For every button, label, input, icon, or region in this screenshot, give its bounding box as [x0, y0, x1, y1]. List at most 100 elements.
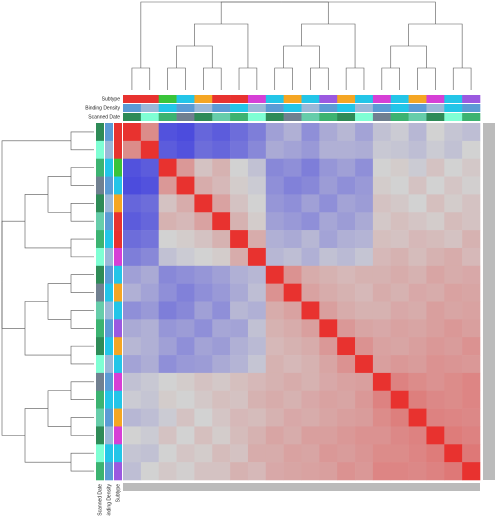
- annotation-cell: [140, 95, 159, 103]
- heatmap-cell: [426, 176, 445, 195]
- annotation-cell: [96, 265, 104, 284]
- heatmap-cell: [408, 337, 427, 356]
- heatmap-cell: [212, 212, 231, 231]
- heatmap-cell: [390, 372, 409, 392]
- heatmap-cell: [265, 123, 284, 142]
- heatmap-cell: [247, 247, 267, 267]
- heatmap-cell: [444, 283, 463, 302]
- heatmap-cell: [372, 444, 392, 463]
- left-dendrogram: [1, 131, 94, 472]
- heatmap-cell: [123, 265, 142, 284]
- heatmap-cell: [140, 265, 159, 284]
- annotation-cell: [390, 113, 409, 121]
- dendrogram-branch: [301, 23, 329, 46]
- heatmap-cell: [230, 176, 249, 195]
- annotation-cell: [355, 95, 374, 103]
- annotation-cell: [212, 95, 231, 103]
- annotation-cell: [105, 462, 113, 481]
- heatmap-cell: [283, 444, 302, 463]
- annotation-cell: [114, 408, 122, 427]
- heatmap-cell: [372, 337, 392, 356]
- heatmap-cell: [140, 337, 159, 356]
- heatmap-cell: [212, 426, 231, 445]
- heatmap-cell: [444, 247, 463, 267]
- heatmap-cell: [444, 230, 463, 249]
- annotation-cell: [247, 104, 267, 112]
- annotation-cell: [355, 104, 374, 112]
- annotation-cell: [337, 113, 356, 121]
- heatmap-cell: [426, 390, 445, 409]
- heatmap-cell: [319, 247, 338, 267]
- heatmap-cell: [408, 194, 427, 213]
- heatmap-cell: [247, 194, 267, 213]
- heatmap-cell: [194, 265, 213, 284]
- heatmap-cell: [158, 337, 177, 356]
- annotation-cell: [230, 104, 249, 112]
- dendrogram-branch: [1, 281, 25, 329]
- heatmap-cell: [319, 390, 338, 409]
- heatmap-cell: [444, 390, 463, 409]
- heatmap-cell: [372, 319, 392, 338]
- heatmap-cell: [408, 355, 427, 374]
- heatmap-cell: [230, 426, 249, 445]
- heatmap-cell: [247, 123, 267, 142]
- annotation-cell: [105, 123, 113, 142]
- annotation-cell: [319, 104, 338, 112]
- dendrogram-branch: [247, 67, 258, 90]
- heatmap-cell: [444, 444, 463, 463]
- dendrogram-branch: [194, 23, 222, 46]
- heatmap-cell: [176, 176, 195, 195]
- heatmap-cell: [212, 283, 231, 302]
- heatmap-cell: [158, 247, 177, 267]
- heatmap-cell: [230, 158, 249, 177]
- dendrogram-branch: [220, 1, 282, 24]
- heatmap-cell: [426, 355, 445, 374]
- heatmap-cell: [123, 301, 142, 320]
- heatmap-cell: [140, 462, 159, 481]
- annotation-cell: [105, 230, 113, 249]
- annotation-cell: [283, 104, 302, 112]
- annotation-cell: [114, 355, 122, 374]
- annotation-cell: [444, 95, 463, 103]
- heatmap-cell: [426, 444, 445, 463]
- heatmap-cell: [319, 462, 338, 481]
- annotation-cell: [114, 372, 122, 392]
- heatmap-cell: [158, 426, 177, 445]
- dendrogram-branch: [221, 23, 249, 68]
- dendrogram-branch: [24, 408, 48, 436]
- heatmap-cell: [194, 140, 213, 159]
- heatmap-cell: [301, 408, 320, 427]
- heatmap-cell: [355, 444, 374, 463]
- dendrogram-branch: [452, 67, 463, 90]
- dendrogram-branch: [274, 67, 284, 90]
- annotation-cell: [462, 95, 481, 103]
- annotation-cell: [283, 113, 302, 121]
- heatmap-cell: [176, 319, 195, 338]
- dendrogram-branch: [70, 274, 94, 284]
- heatmap-cell: [176, 372, 195, 392]
- dendrogram-branch: [70, 381, 94, 391]
- annotation-label: Subtype: [115, 484, 121, 503]
- annotation-cell: [105, 337, 113, 356]
- heatmap-cell: [283, 372, 302, 392]
- heatmap-cell: [176, 194, 195, 213]
- dendrogram-branch: [319, 67, 329, 90]
- heatmap-cell: [176, 462, 195, 481]
- heatmap-cell: [158, 140, 177, 159]
- heatmap-cell: [426, 319, 445, 338]
- annotation-cell: [114, 265, 122, 284]
- annotation-cell: [96, 194, 104, 213]
- dendrogram-branch: [310, 67, 320, 90]
- heatmap-cell: [176, 426, 195, 445]
- dendrogram-branch: [140, 1, 282, 68]
- heatmap-cell: [158, 462, 177, 481]
- heatmap-cell: [444, 212, 463, 231]
- dendrogram-branch: [328, 23, 356, 68]
- annotation-cell: [105, 247, 113, 267]
- heatmap-cell: [390, 176, 409, 195]
- annotation-cell: [319, 95, 338, 103]
- annotation-cell: [114, 158, 122, 177]
- heatmap-cell: [230, 230, 249, 249]
- heatmap-cell: [140, 212, 159, 231]
